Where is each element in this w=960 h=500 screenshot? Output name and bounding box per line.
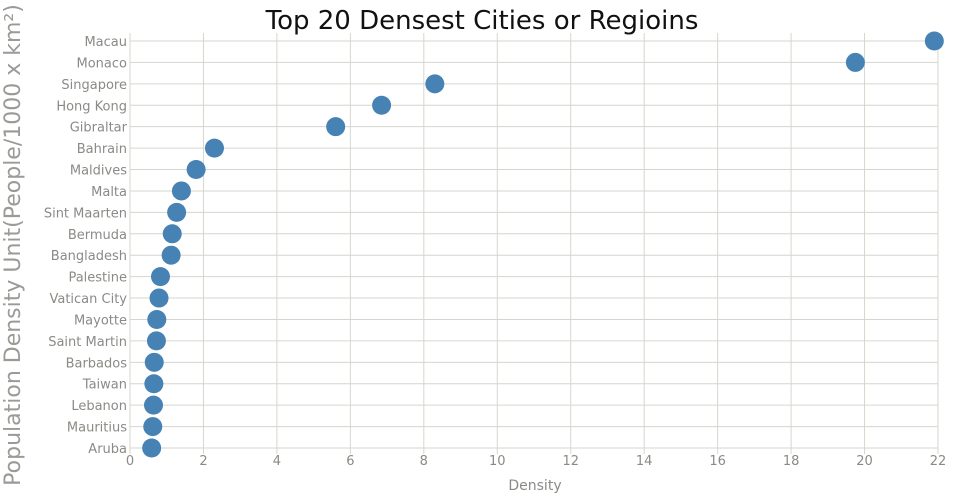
x-axis-label: Density <box>508 478 561 494</box>
data-point <box>144 395 164 415</box>
data-point <box>924 31 944 51</box>
x-tick-label: 10 <box>489 454 506 469</box>
y-tick-label: Malta <box>91 185 127 200</box>
y-tick-label: Bermuda <box>68 228 127 243</box>
y-tick-label: Saint Martin <box>48 335 127 350</box>
data-point <box>845 52 865 72</box>
x-tick-label: 0 <box>126 454 134 469</box>
y-tick-label: Macau <box>84 35 127 50</box>
x-tick-label: 8 <box>420 454 428 469</box>
y-tick-label: Bahrain <box>77 142 127 157</box>
x-tick-label: 20 <box>856 454 873 469</box>
y-tick-label: Singapore <box>61 78 127 93</box>
data-point <box>144 352 164 372</box>
x-tick-label: 12 <box>562 454 579 469</box>
y-tick-label: Taiwan <box>82 378 127 393</box>
y-axis-label: Population Density Unit(People/1000 x km… <box>1 4 26 486</box>
data-point <box>162 224 182 244</box>
grid-layer <box>129 33 939 454</box>
data-point <box>144 374 164 394</box>
x-tick-label: 2 <box>199 454 207 469</box>
y-tick-label: Bangladesh <box>51 249 127 264</box>
data-point <box>372 95 392 115</box>
y-tick-label: Hong Kong <box>56 99 127 114</box>
y-tick-label: Barbados <box>66 356 128 371</box>
data-point <box>171 181 191 201</box>
y-tick-label: Gibraltar <box>70 121 128 136</box>
data-point <box>147 309 167 329</box>
data-point <box>167 202 187 222</box>
y-tick-label: Lebanon <box>71 399 127 414</box>
y-tick-label: Palestine <box>68 271 127 286</box>
x-tick-label: 6 <box>346 454 354 469</box>
data-point <box>149 288 169 308</box>
x-tick-label: 22 <box>930 454 947 469</box>
data-points <box>142 31 944 458</box>
y-tick-label: Mayotte <box>74 313 127 328</box>
data-point <box>146 331 166 351</box>
data-point <box>425 74 445 94</box>
x-tick-label: 14 <box>636 454 653 469</box>
data-point <box>143 417 163 437</box>
chart-title: Top 20 Densest Cities or Regioins <box>265 6 699 36</box>
y-tick-label: Maldives <box>70 164 127 179</box>
data-point <box>326 117 346 137</box>
data-point <box>186 160 206 180</box>
x-tick-labels: 0 2 4 6 8 10 12 14 16 18 20 22 <box>126 454 946 469</box>
data-point <box>150 267 170 287</box>
y-tick-label: Mauritius <box>67 421 127 436</box>
x-tick-label: 4 <box>273 454 281 469</box>
y-tick-label: Aruba <box>88 442 127 457</box>
y-tick-label: Monaco <box>77 56 128 71</box>
data-point <box>161 245 181 265</box>
x-tick-label: 16 <box>709 454 726 469</box>
y-tick-label: Vatican City <box>49 292 127 307</box>
data-point <box>204 138 224 158</box>
data-point <box>142 438 162 458</box>
y-tick-label: Sint Maarten <box>44 206 127 221</box>
y-tick-labels: Macau Monaco Singapore Hong Kong Gibraltar Ba… <box>44 35 128 457</box>
x-tick-label: 18 <box>783 454 800 469</box>
